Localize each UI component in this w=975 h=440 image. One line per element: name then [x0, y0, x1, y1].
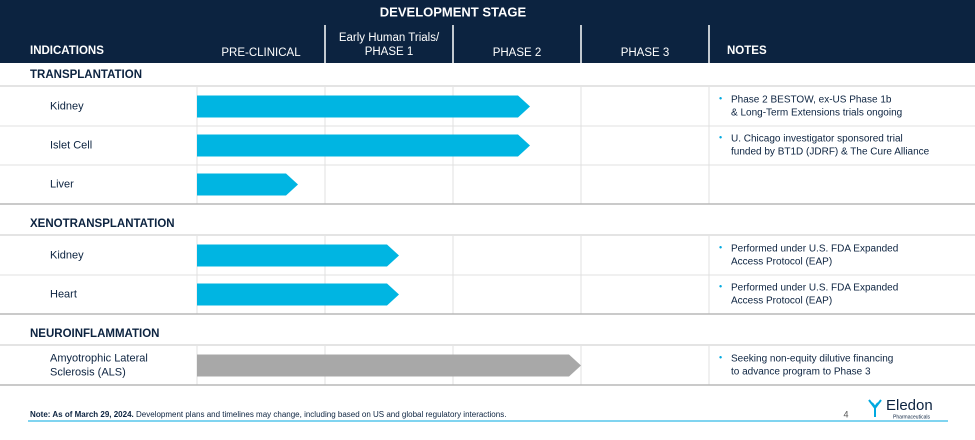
logo-subtext: Pharmaceuticals — [893, 414, 930, 420]
note-line: to advance program to Phase 3 — [731, 367, 871, 378]
progress-arrow — [197, 95, 530, 118]
footer-note-label: Note: As of March 29, 2024. — [30, 410, 134, 419]
indication: Kidney — [50, 249, 84, 261]
column-header: PHASE 2 — [493, 47, 542, 59]
indication: Islet Cell — [50, 139, 92, 151]
column-header: PHASE 1 — [365, 46, 414, 58]
note-bullet: • — [719, 352, 722, 362]
note-line: Seeking non-equity dilutive financing — [731, 354, 893, 365]
footer-note-text: Development plans and timelines may chan… — [136, 410, 506, 419]
indication: Kidney — [50, 100, 84, 112]
indication: Liver — [50, 178, 74, 190]
section-title: XENOTRANSPLANTATION — [30, 218, 175, 230]
pipeline-body: TRANSPLANTATION Kidney • Phase 2 BESTOW, ex… — [0, 69, 975, 386]
note-line: Access Protocol (EAP) — [731, 296, 832, 307]
progress-arrow — [197, 354, 581, 377]
header-bar — [0, 0, 975, 63]
logo-text: Eledon — [886, 397, 933, 414]
note-line: U. Chicago investigator sponsored trial — [731, 134, 903, 145]
note-bullet: • — [719, 281, 722, 291]
header-dividers — [324, 25, 710, 63]
progress-arrow — [197, 244, 399, 267]
note-line: Performed under U.S. FDA Expanded — [731, 244, 898, 255]
logo-mark — [868, 399, 882, 417]
note-line: Access Protocol (EAP) — [731, 257, 832, 268]
note-line: Performed under U.S. FDA Expanded — [731, 283, 898, 294]
column-header: NOTES — [727, 45, 767, 57]
note-bullet: • — [719, 242, 722, 252]
note-line: & Long-Term Extensions trials ongoing — [731, 108, 902, 119]
header-title: DEVELOPMENT STAGE — [380, 4, 527, 19]
section-title: TRANSPLANTATION — [30, 69, 142, 81]
column-headers: INDICATIONS PRE-CLINICAL Early Human Tri… — [30, 32, 767, 59]
note-line: Phase 2 BESTOW, ex-US Phase 1b — [731, 95, 892, 106]
progress-arrow — [197, 134, 530, 157]
note-bullet: • — [719, 132, 722, 142]
column-header: PRE-CLINICAL — [221, 47, 301, 59]
indication: Amyotrophic Lateral — [50, 352, 148, 364]
note-bullet: • — [719, 93, 722, 103]
column-header: Early Human Trials/ — [339, 32, 440, 44]
footer-note: Note: As of March 29, 2024. Development … — [30, 410, 506, 419]
section-title: NEUROINFLAMMATION — [30, 328, 159, 340]
progress-arrow — [197, 173, 298, 196]
page-number: 4 — [843, 409, 848, 419]
column-header: PHASE 3 — [621, 47, 670, 59]
indication: Sclerosis (ALS) — [50, 366, 126, 378]
column-header: INDICATIONS — [30, 45, 104, 57]
indication: Heart — [50, 288, 77, 300]
note-line: funded by BT1D (JDRF) & The Cure Allianc… — [731, 147, 930, 158]
progress-arrow — [197, 283, 399, 306]
